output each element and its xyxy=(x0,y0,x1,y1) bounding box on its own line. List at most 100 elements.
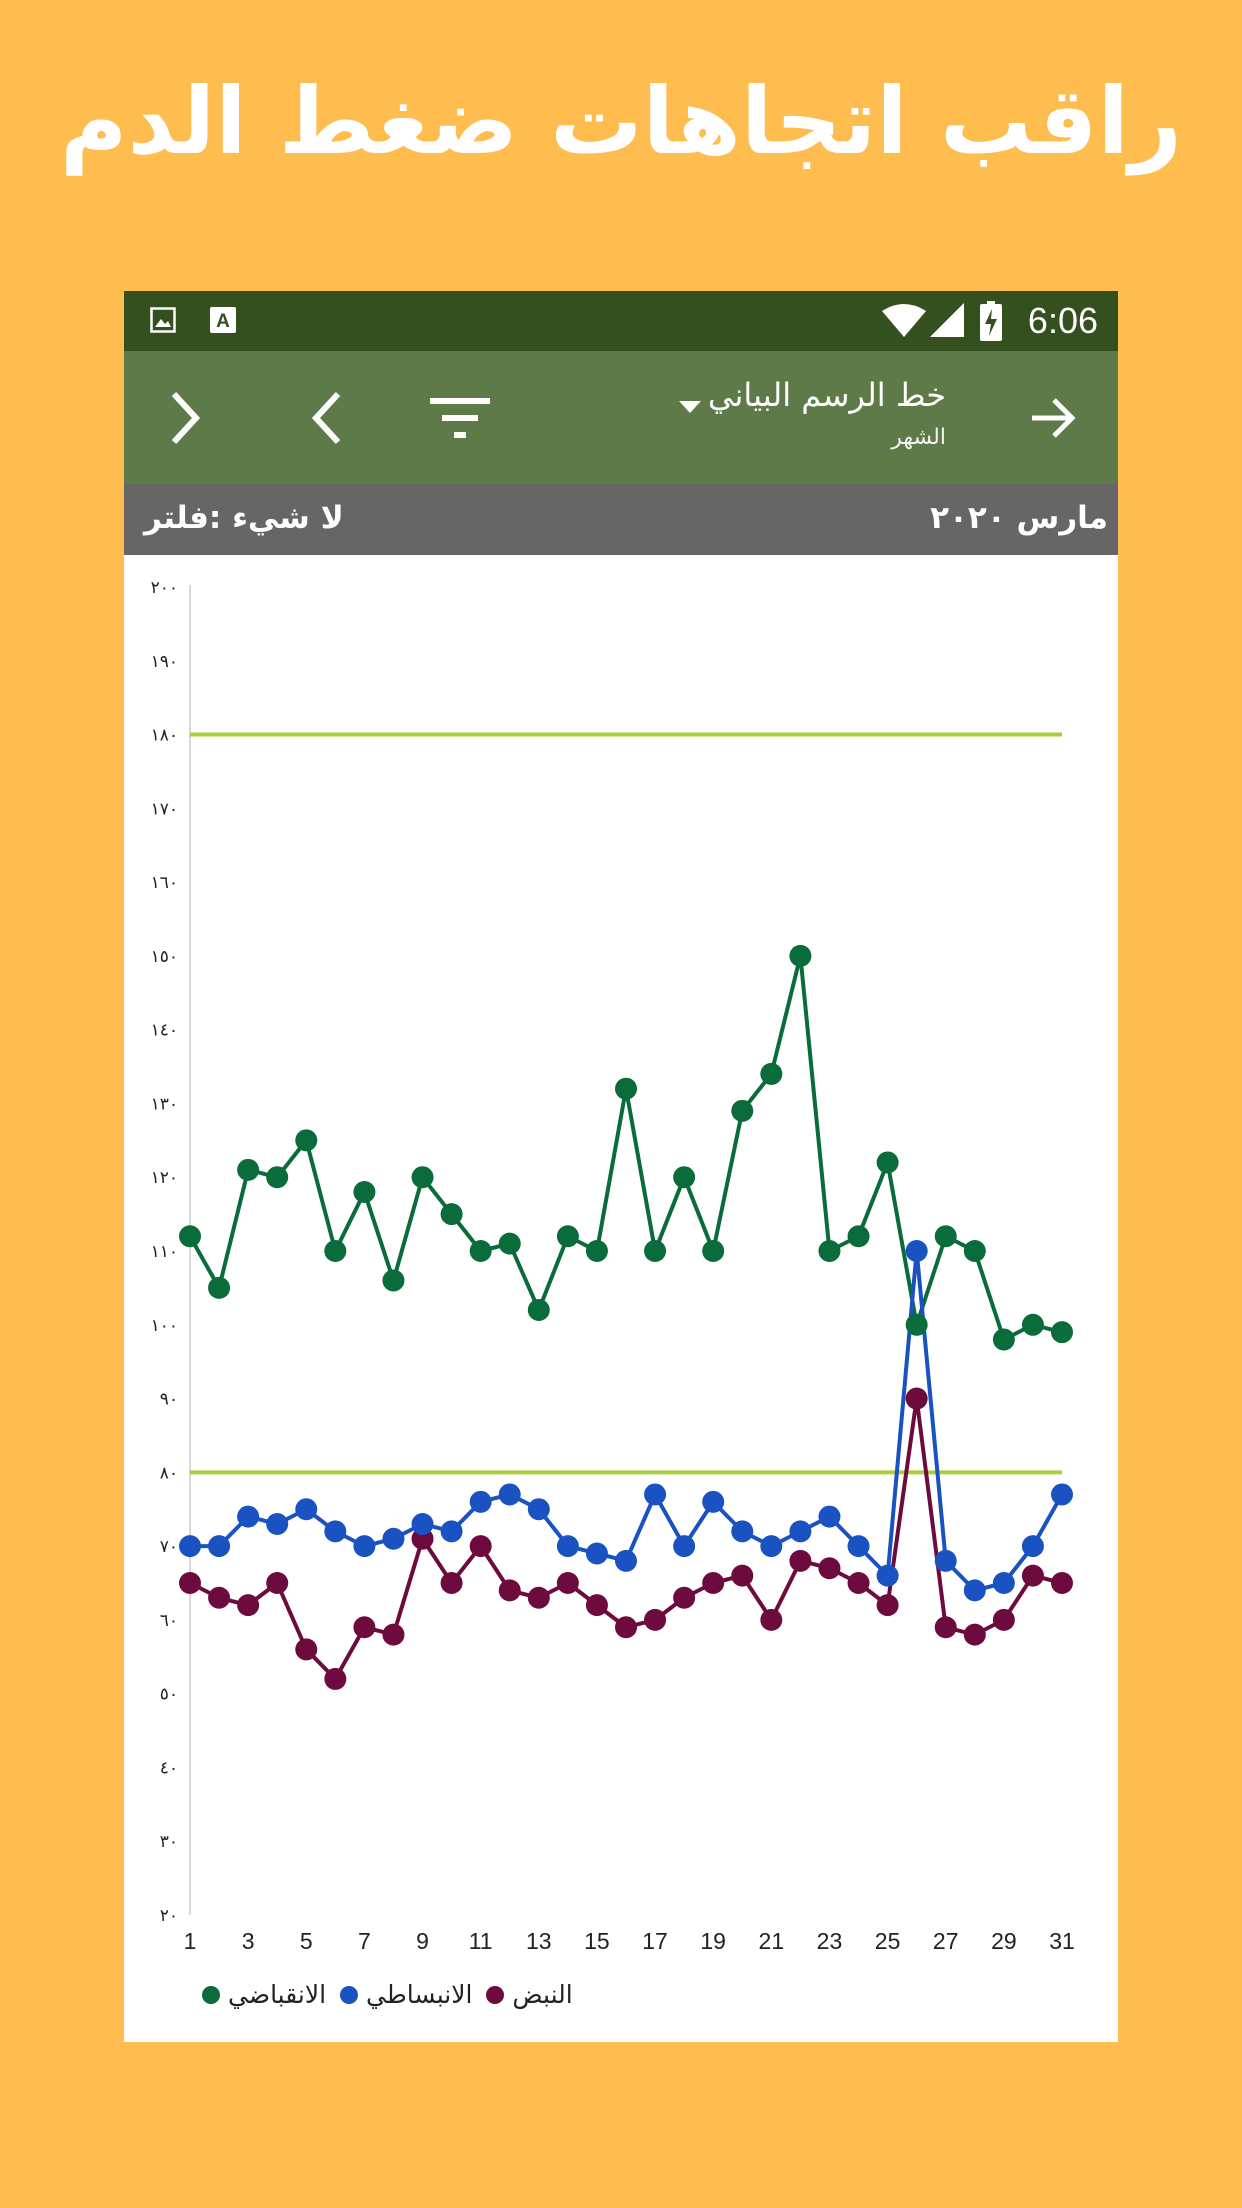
pulse-legend-dot xyxy=(486,1986,505,2004)
diastolic-point xyxy=(992,1572,1015,1594)
pulse-point xyxy=(702,1572,725,1594)
systolic-point xyxy=(237,1158,260,1181)
pulse-point xyxy=(876,1594,899,1617)
x-tick-label: 25 xyxy=(875,1928,901,1954)
systolic-series-line xyxy=(188,953,1063,1342)
systolic-legend-dot xyxy=(202,1986,220,2004)
pulse-point xyxy=(731,1564,754,1587)
systolic-point xyxy=(585,1240,608,1262)
diastolic-point xyxy=(847,1535,870,1558)
diastolic-point xyxy=(585,1542,608,1565)
systolic-point xyxy=(1021,1313,1044,1336)
diastolic-point xyxy=(934,1549,957,1572)
pulse-point xyxy=(760,1608,783,1631)
pulse-point xyxy=(266,1572,289,1594)
y-tick-label: ١٨٠ xyxy=(151,726,178,746)
diastolic-point xyxy=(440,1520,463,1543)
x-tick-label: 17 xyxy=(642,1928,668,1954)
chevron-left-icon[interactable] xyxy=(306,388,346,452)
filter-status[interactable]: لا شيء :فلتر xyxy=(144,500,344,536)
pulse-point xyxy=(963,1623,986,1646)
systolic-point xyxy=(295,1129,318,1152)
arrow-right-icon[interactable] xyxy=(1028,393,1078,447)
y-tick-label: ٦٠ xyxy=(160,1611,178,1631)
pulse-point xyxy=(1051,1572,1073,1594)
wifi-icon xyxy=(882,303,926,343)
pulse-point xyxy=(237,1594,260,1617)
systolic-point xyxy=(615,1077,637,1100)
y-tick-label: ١٦٠ xyxy=(151,873,178,893)
filter-icon[interactable] xyxy=(430,396,490,444)
systolic-point xyxy=(353,1180,376,1203)
pulse-point xyxy=(789,1549,812,1572)
diastolic-point xyxy=(295,1498,318,1521)
diastolic-series-line xyxy=(190,1249,1064,1593)
diastolic-point xyxy=(615,1549,637,1572)
systolic-point xyxy=(411,1166,434,1189)
systolic-point xyxy=(382,1269,405,1292)
dropdown-caret-icon[interactable] xyxy=(679,401,701,413)
cell-signal-icon xyxy=(930,303,966,343)
systolic-point xyxy=(673,1166,696,1189)
systolic-point xyxy=(992,1328,1015,1351)
promo-title: راقب اتجاهات ضغط الدم xyxy=(60,68,1182,175)
pulse-point xyxy=(382,1623,405,1646)
pulse-point xyxy=(934,1616,957,1639)
systolic-point xyxy=(934,1225,957,1248)
period-subtitle[interactable]: الشهر xyxy=(891,425,946,450)
pulse-point xyxy=(556,1572,579,1594)
bp-line-chart: ٢٠ ٣٠ ٤٠ ٥٠ ٦٠ ٧٠ ٨٠ ٩٠ ١٠٠ ١١٠ ١٢٠ ١٣٠ ١٤٠ ١٥٠ ١٦٠ ١٧٠… xyxy=(151,578,1075,1954)
systolic-point xyxy=(527,1299,550,1322)
pulse-point xyxy=(469,1535,492,1558)
systolic-point xyxy=(179,1225,201,1248)
systolic-point xyxy=(469,1240,492,1262)
systolic-point xyxy=(963,1240,986,1262)
pulse-point xyxy=(295,1638,318,1661)
diastolic-point xyxy=(644,1483,667,1506)
pulse-point xyxy=(324,1667,347,1690)
y-tick-label: ٤٠ xyxy=(160,1758,178,1778)
pulse-point xyxy=(527,1586,550,1609)
x-tick-label: 21 xyxy=(759,1928,785,1954)
diastolic-point xyxy=(266,1512,289,1535)
y-tick-label: ٣٠ xyxy=(160,1832,178,1852)
diastolic-point xyxy=(411,1512,434,1535)
diastolic-point xyxy=(731,1520,754,1543)
pulse-point xyxy=(498,1579,521,1602)
chart-legend: الانقباضي الانبساطي النبض xyxy=(202,1975,587,2015)
y-tick-label: ٧٠ xyxy=(160,1537,178,1557)
systolic-point xyxy=(266,1166,289,1189)
y-tick-label: ٩٠ xyxy=(160,1390,178,1410)
x-tick-label: 29 xyxy=(991,1928,1017,1954)
status-time: 6:06 xyxy=(1027,300,1098,341)
month-label: مارس ٢٠٢٠ xyxy=(930,500,1108,536)
pulse-point xyxy=(992,1608,1015,1631)
systolic-point xyxy=(324,1240,347,1262)
chart-type-title[interactable]: خط الرسم البياني xyxy=(707,376,946,414)
y-tick-label: ١١٠ xyxy=(151,1242,178,1262)
systolic-point xyxy=(876,1151,899,1174)
x-tick-label: 11 xyxy=(469,1928,493,1954)
chevron-right-icon[interactable] xyxy=(164,388,204,452)
diastolic-point xyxy=(818,1505,841,1528)
diastolic-point xyxy=(353,1535,376,1558)
systolic-point xyxy=(644,1240,667,1262)
systolic-point xyxy=(702,1240,725,1262)
diastolic-point xyxy=(498,1483,521,1506)
systolic-point xyxy=(789,944,812,967)
y-tick-label: ١٠٠ xyxy=(151,1316,178,1336)
x-tick-label: 5 xyxy=(300,1928,313,1954)
diastolic-point xyxy=(760,1535,783,1558)
systolic-point xyxy=(905,1313,928,1336)
phone-screen: A 6:06 خط الرسم البياني الشهر لا شيء :فل… xyxy=(124,291,1118,2042)
status-bar: A 6:06 xyxy=(124,291,1118,351)
y-tick-label: ٨٠ xyxy=(160,1463,178,1483)
pulse-point xyxy=(818,1557,841,1580)
x-tick-label: 7 xyxy=(358,1928,371,1954)
info-bar: لا شيء :فلتر مارس ٢٠٢٠ xyxy=(124,484,1118,555)
app-bar: خط الرسم البياني الشهر xyxy=(124,351,1118,484)
diastolic-point xyxy=(905,1240,928,1262)
systolic-point xyxy=(818,1240,841,1262)
x-tick-label: 19 xyxy=(700,1928,726,1954)
legend-item-diastolic: الانبساطي xyxy=(340,1977,472,2013)
